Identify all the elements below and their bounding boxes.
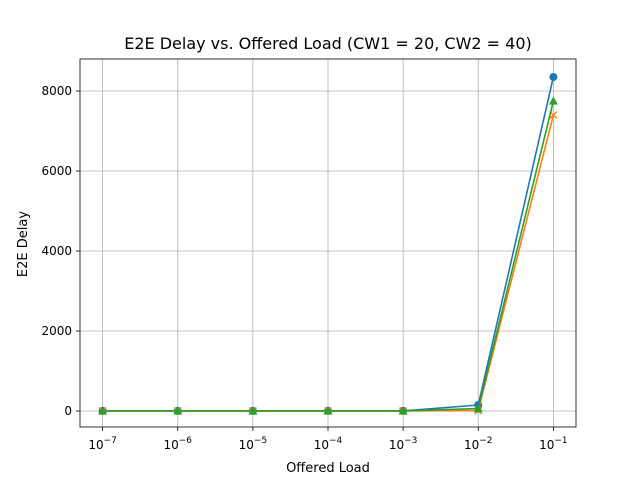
y-tick-label: 8000 [41,84,72,98]
data-point [323,406,333,415]
data-point [98,406,108,415]
y-tick-label: 2000 [41,324,72,338]
data-point [248,406,258,415]
y-tick-label: 0 [64,404,72,418]
x-tick-label: 10−4 [314,436,343,452]
chart-title: E2E Delay vs. Offered Load (CW1 = 20, CW… [124,34,532,53]
data-point [473,404,483,413]
x-tick-label: 10−6 [163,436,192,452]
series-3 [98,96,558,415]
series-layer [98,73,558,415]
y-axis-label: E2E Delay [16,211,31,277]
x-tick-label: 10−1 [539,436,568,452]
data-point [173,406,183,415]
y-tick-label: 4000 [41,244,72,258]
data-point [398,406,408,415]
x-tick-label: 10−2 [464,436,493,452]
x-tick-label: 10−5 [239,436,268,452]
x-tick-label: 10−7 [88,436,117,452]
data-point [548,96,558,105]
axis-ticks: 10−7 10−6 10−5 10−4 10−3 10−2 10−1 0 2000 4000 600… [41,84,567,452]
data-point [549,73,558,81]
grid-lines [80,59,576,427]
x-axis-label: Offered Load [286,461,370,476]
x-tick-label: 10−3 [389,436,418,452]
y-tick-label: 6000 [41,164,72,178]
